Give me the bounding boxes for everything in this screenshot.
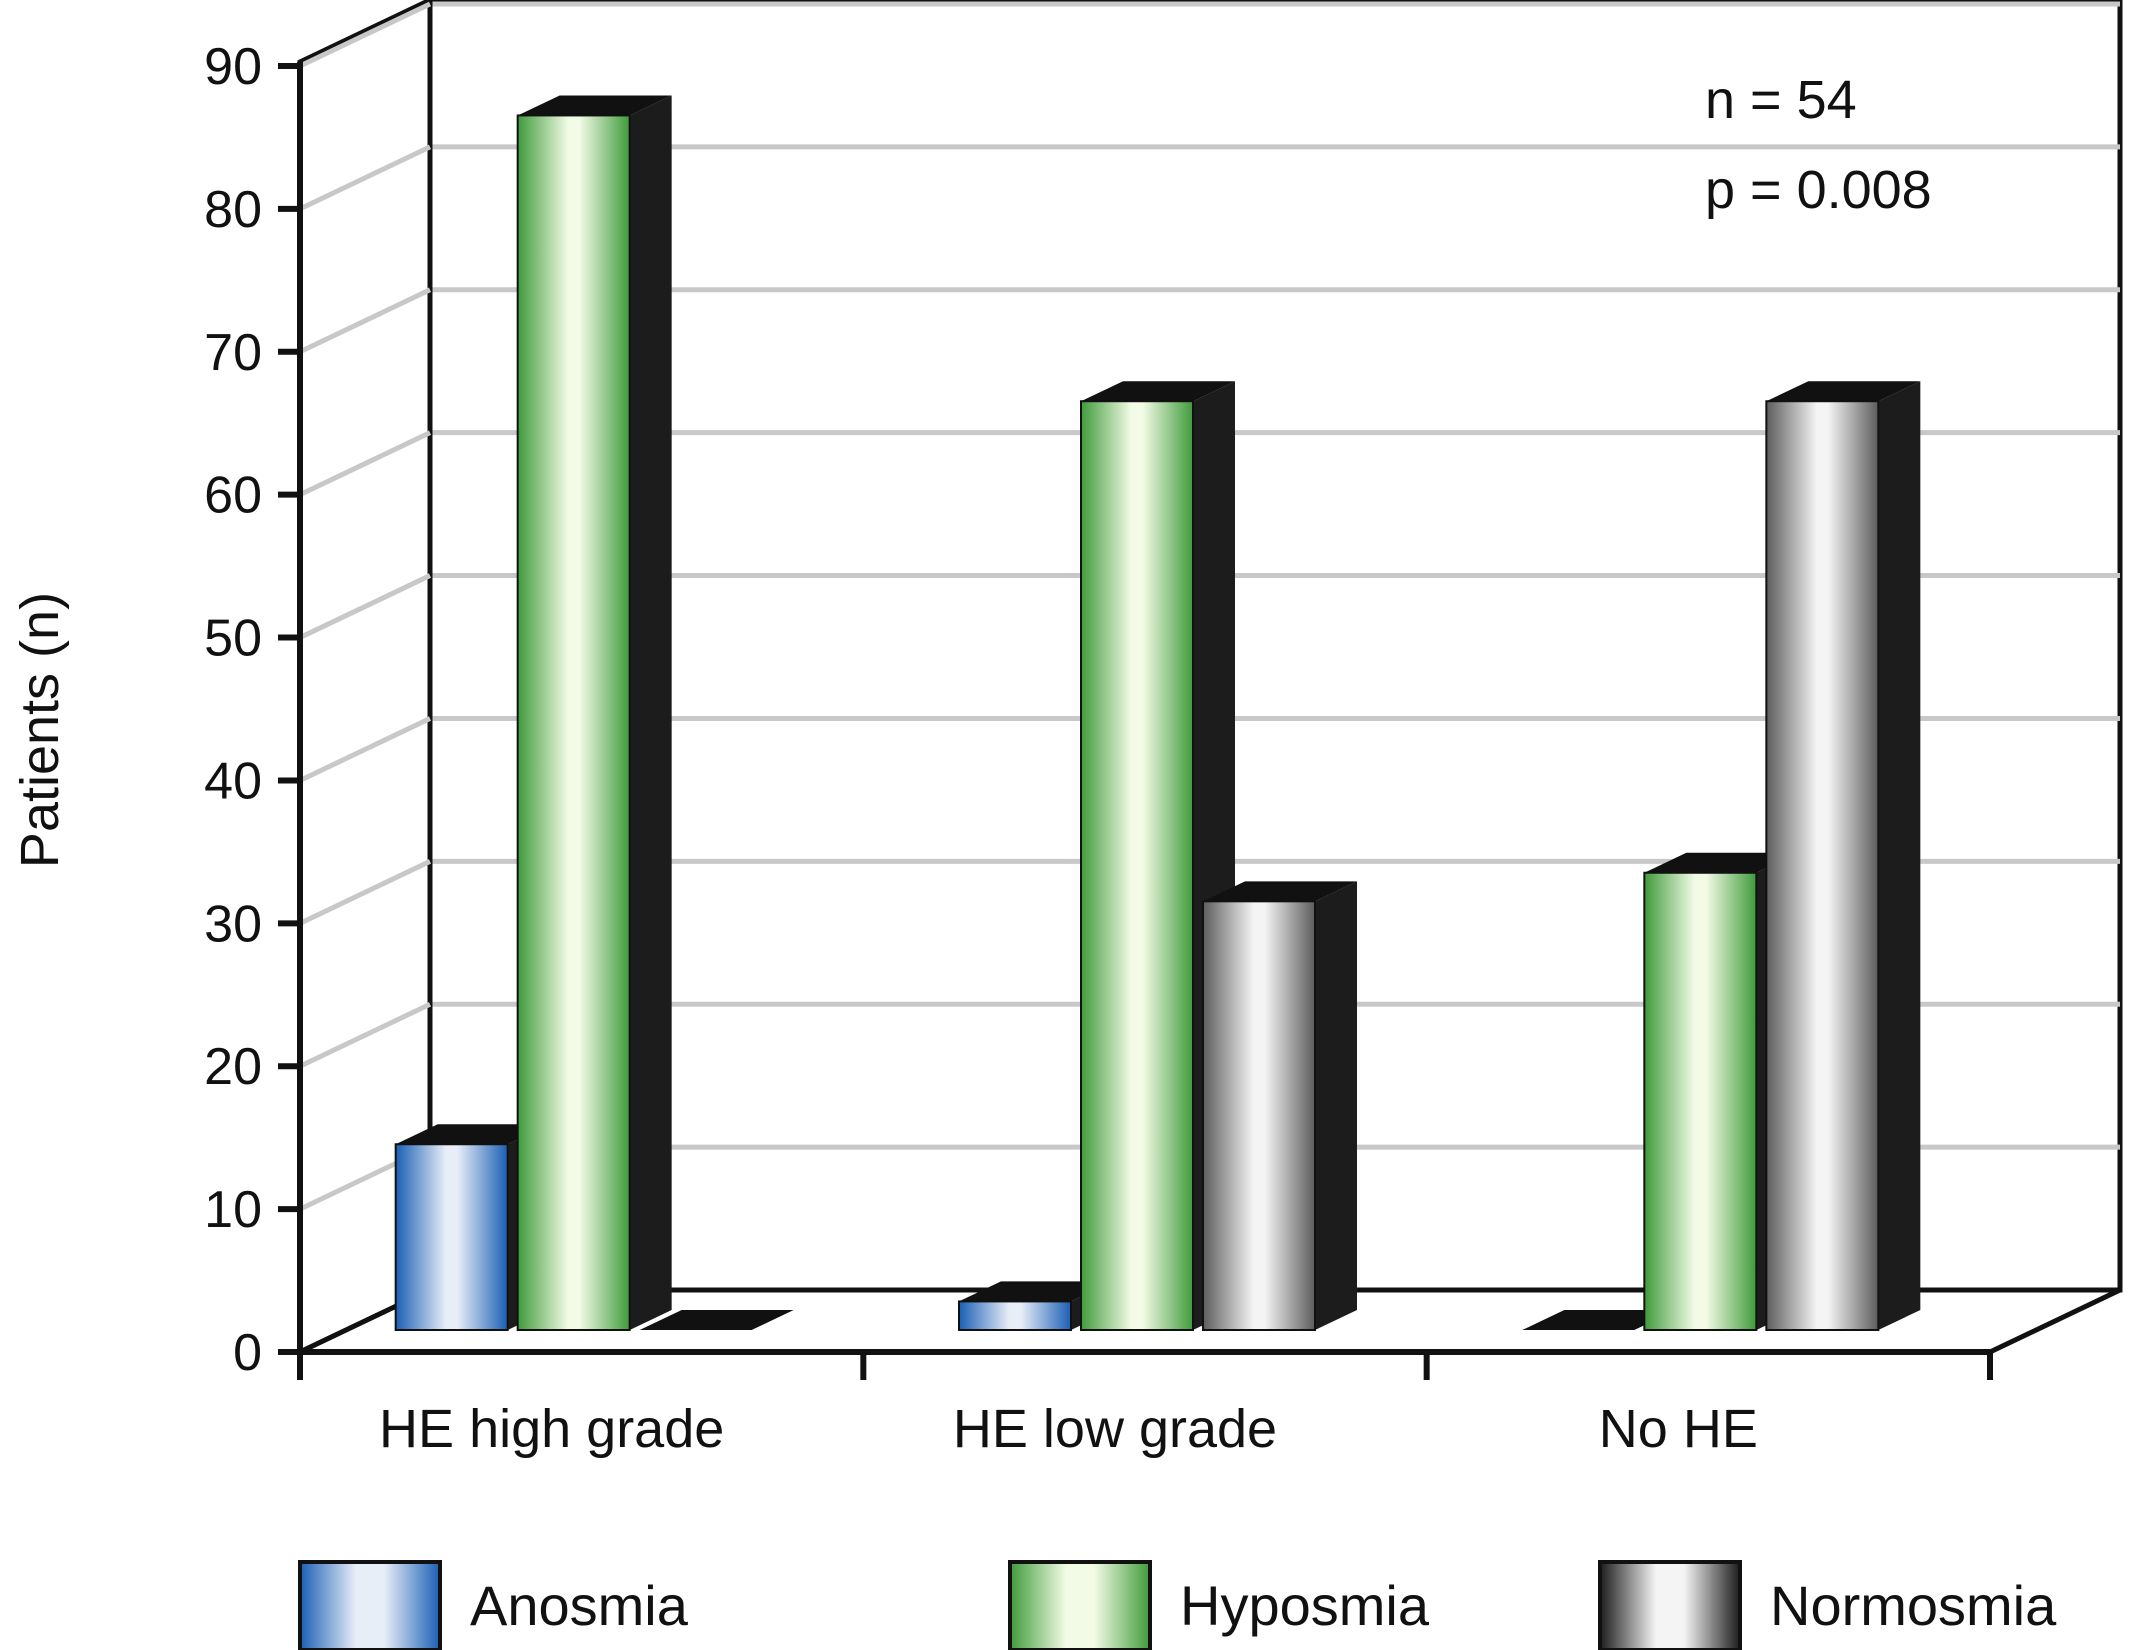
x-axis-ticks xyxy=(297,1352,1993,1380)
bar-hyposmia-0 xyxy=(516,95,672,1331)
bars xyxy=(394,95,1921,1332)
bar-top xyxy=(517,95,672,116)
y-tick-label: 50 xyxy=(204,610,262,668)
side-gridline xyxy=(298,716,432,783)
bar-side xyxy=(1878,381,1921,1330)
bar-front xyxy=(1643,871,1758,1331)
side-gridline xyxy=(298,144,432,212)
legend-swatch xyxy=(1598,1560,1742,1650)
bar-top xyxy=(959,1281,1113,1302)
legend: Anosmia Hyposmia Normosmia xyxy=(298,1560,2057,1650)
legend-item-anosmia: Anosmia xyxy=(298,1560,689,1650)
y-tick-label: 60 xyxy=(204,467,262,525)
bar-top xyxy=(1522,1310,1677,1330)
legend-label: Normosmia xyxy=(1770,1574,2057,1637)
bar-front xyxy=(516,114,631,1331)
legend-swatch xyxy=(298,1560,442,1650)
y-tick-label: 20 xyxy=(204,1038,262,1096)
side-gridline xyxy=(298,287,432,355)
bar-side xyxy=(629,95,672,1330)
bar-normosmia-0 xyxy=(639,1310,794,1330)
bar-front xyxy=(1080,400,1194,1331)
y-tick-label: 10 xyxy=(204,1181,262,1239)
y-axis-title: Patients (n) xyxy=(10,592,70,868)
side-gridline xyxy=(298,859,432,926)
bar-top xyxy=(395,1124,550,1145)
side-gridline xyxy=(298,1,432,69)
bar-side xyxy=(1315,881,1357,1330)
category-label: No HE xyxy=(1599,1399,1758,1459)
legend-label: Anosmia xyxy=(470,1574,689,1637)
legend-item-normosmia: Normosmia xyxy=(1598,1560,2057,1650)
category-label: HE low grade xyxy=(953,1399,1277,1459)
y-tick-label: 40 xyxy=(204,752,262,810)
bar-normosmia-2 xyxy=(1765,381,1921,1331)
side-gridline xyxy=(298,1001,432,1069)
y-tick-label: 80 xyxy=(204,181,262,239)
bar-anosmia-2 xyxy=(1522,1310,1677,1330)
bar-top xyxy=(639,1310,794,1330)
bar-top xyxy=(1203,881,1357,902)
bar-front xyxy=(1765,400,1880,1331)
y-tick-label: 0 xyxy=(233,1324,262,1382)
y-axis-ticks: 0 10 20 30 40 50 60 70 80 90 xyxy=(204,38,300,1382)
side-gridline xyxy=(298,573,432,640)
y-tick-label: 30 xyxy=(204,895,262,953)
sample-size-annotation: n = 54 xyxy=(1705,70,1857,130)
y-tick-label: 70 xyxy=(204,324,262,382)
bar-top xyxy=(1644,852,1799,873)
category-labels: HE high grade HE low grade No HE xyxy=(379,1399,1758,1459)
bar-front xyxy=(394,1143,509,1331)
bar-normosmia-1 xyxy=(1202,881,1357,1331)
bar-top xyxy=(1081,381,1235,402)
legend-item-hyposmia: Hyposmia xyxy=(1008,1560,1430,1650)
legend-swatch xyxy=(1008,1560,1152,1650)
legend-label: Hyposmia xyxy=(1180,1574,1430,1637)
p-value-annotation: p = 0.008 xyxy=(1705,160,1932,220)
bar-front xyxy=(958,1300,1072,1332)
bar-top xyxy=(1766,381,1921,402)
side-gridline xyxy=(298,430,432,497)
y-tick-label: 90 xyxy=(204,38,262,96)
category-label: HE high grade xyxy=(379,1399,724,1459)
bar-front xyxy=(1202,900,1316,1331)
